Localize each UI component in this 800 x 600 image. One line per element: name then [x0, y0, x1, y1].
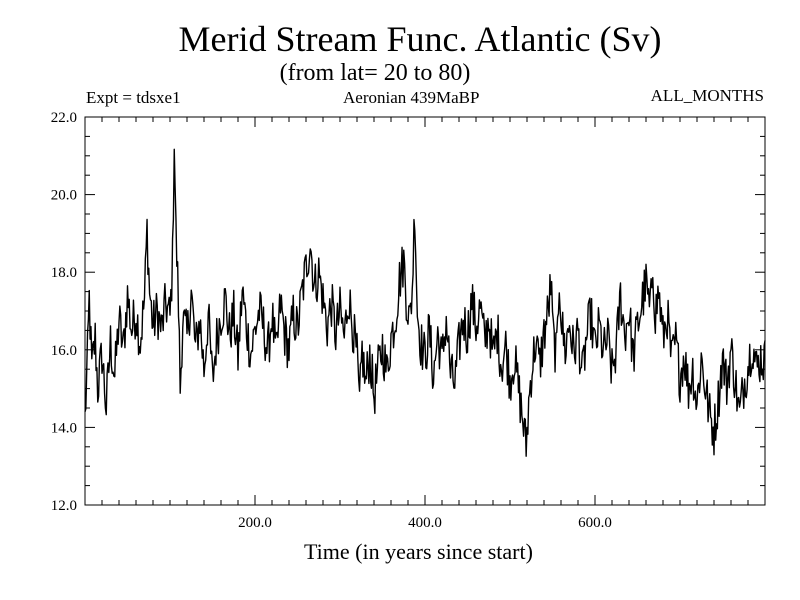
x-tick-label: 600.0 [578, 515, 612, 531]
months-label: ALL_MONTHS [650, 86, 764, 105]
y-tick-label: 20.0 [51, 188, 77, 204]
chart-subtitle: (from lat= 20 to 80) [279, 60, 471, 86]
period-label: Aeronian 439MaBP [343, 88, 480, 107]
tick-labels: 200.0 400.0 600.0 12.0 14.0 16.0 18.0 20.0 22.0 [51, 110, 612, 531]
x-tick-label: 400.0 [408, 515, 442, 531]
y-tick-label: 22.0 [51, 110, 77, 126]
y-tick-label: 18.0 [51, 265, 77, 281]
y-tick-label: 14.0 [51, 420, 77, 436]
y-tick-label: 16.0 [51, 343, 77, 359]
y-tick-label: 12.0 [51, 498, 77, 514]
experiment-label: Expt = tdsxe1 [86, 88, 181, 107]
chart-title: Merid Stream Func. Atlantic (Sv) [178, 19, 662, 59]
series-line [84, 148, 766, 457]
x-tick-label: 200.0 [238, 515, 272, 531]
x-axis-label: Time (in years since start) [304, 539, 533, 564]
plot-frame [84, 116, 766, 506]
axis-ticks [85, 117, 765, 505]
